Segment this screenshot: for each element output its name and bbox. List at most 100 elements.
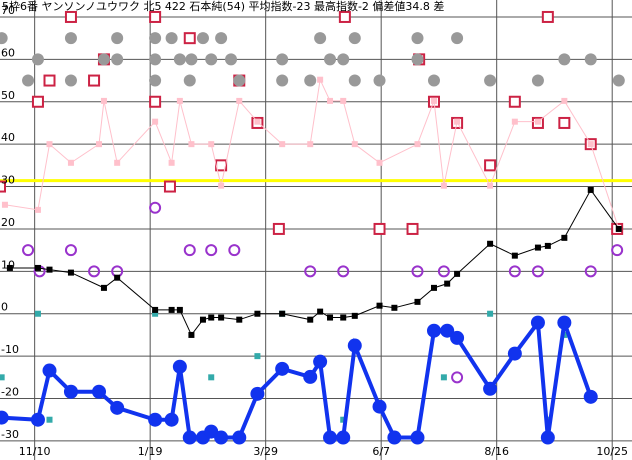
point xyxy=(164,412,179,427)
point xyxy=(22,74,35,87)
series-line xyxy=(4,78,620,230)
point xyxy=(508,265,521,278)
point xyxy=(391,304,398,311)
point xyxy=(303,369,318,384)
point xyxy=(611,244,624,257)
point xyxy=(484,74,497,87)
point xyxy=(31,95,44,108)
point xyxy=(454,118,461,125)
point xyxy=(373,74,386,87)
point xyxy=(92,384,107,399)
point xyxy=(372,399,387,414)
point xyxy=(304,265,317,278)
point xyxy=(88,74,101,87)
point xyxy=(176,306,183,313)
point xyxy=(411,265,424,278)
point xyxy=(348,32,361,45)
marks xyxy=(0,10,625,445)
point xyxy=(0,410,9,425)
point xyxy=(540,430,555,445)
point xyxy=(511,252,518,259)
point xyxy=(31,53,44,66)
point xyxy=(347,338,362,353)
point xyxy=(250,386,265,401)
point xyxy=(215,32,228,45)
point xyxy=(183,244,196,257)
point xyxy=(233,74,246,87)
point xyxy=(323,430,338,445)
point xyxy=(561,97,568,104)
point xyxy=(483,381,498,396)
point xyxy=(314,32,327,45)
point xyxy=(406,222,419,235)
point xyxy=(0,374,5,381)
point xyxy=(276,53,289,66)
point xyxy=(172,359,187,374)
point xyxy=(218,314,225,321)
point xyxy=(46,266,53,273)
point xyxy=(317,308,324,315)
x-tick-label: 11/10 xyxy=(19,445,51,458)
point xyxy=(557,315,572,330)
point xyxy=(338,10,351,23)
y-tick-label: -10 xyxy=(1,343,19,356)
point xyxy=(327,314,334,321)
point xyxy=(440,323,455,338)
point xyxy=(67,269,74,276)
point xyxy=(487,310,494,317)
point xyxy=(205,53,218,66)
point xyxy=(67,159,74,166)
point xyxy=(615,225,622,232)
point xyxy=(558,116,571,129)
point xyxy=(387,430,402,445)
point xyxy=(351,141,358,148)
point xyxy=(307,141,314,148)
point xyxy=(451,32,464,45)
y-tick-label: 0 xyxy=(1,301,8,314)
point xyxy=(583,389,598,404)
point xyxy=(149,95,162,108)
point xyxy=(561,234,568,241)
point xyxy=(411,53,424,66)
x-tick-label: 1/19 xyxy=(138,445,163,458)
y-tick-label: 70 xyxy=(1,4,15,17)
point xyxy=(304,74,317,87)
point xyxy=(450,330,465,345)
y-tick-label: -20 xyxy=(1,386,19,399)
point xyxy=(254,118,261,125)
point xyxy=(183,74,196,87)
point xyxy=(168,159,175,166)
point xyxy=(337,265,350,278)
point xyxy=(149,201,162,214)
point xyxy=(0,180,6,193)
point xyxy=(430,97,437,104)
point xyxy=(173,53,186,66)
point xyxy=(196,32,209,45)
point xyxy=(426,323,441,338)
point xyxy=(348,74,361,87)
point xyxy=(149,74,162,87)
point xyxy=(152,310,159,317)
y-tick-label: 30 xyxy=(1,174,15,187)
point xyxy=(487,240,494,247)
point xyxy=(430,284,437,291)
point xyxy=(208,374,215,381)
point xyxy=(114,274,121,281)
point xyxy=(182,430,197,445)
point xyxy=(484,159,497,172)
point xyxy=(531,74,544,87)
point xyxy=(558,53,571,66)
labels: -30 -20 -10 0 10 20 30 40 50 60 70 11/10 1/19 3/29 6/7… xyxy=(1,4,628,458)
point xyxy=(22,244,35,257)
point xyxy=(327,97,334,104)
point xyxy=(152,118,159,125)
point xyxy=(43,74,56,87)
point xyxy=(149,32,162,45)
point xyxy=(46,141,53,148)
point xyxy=(64,10,77,23)
point xyxy=(511,118,518,125)
point xyxy=(185,53,198,66)
